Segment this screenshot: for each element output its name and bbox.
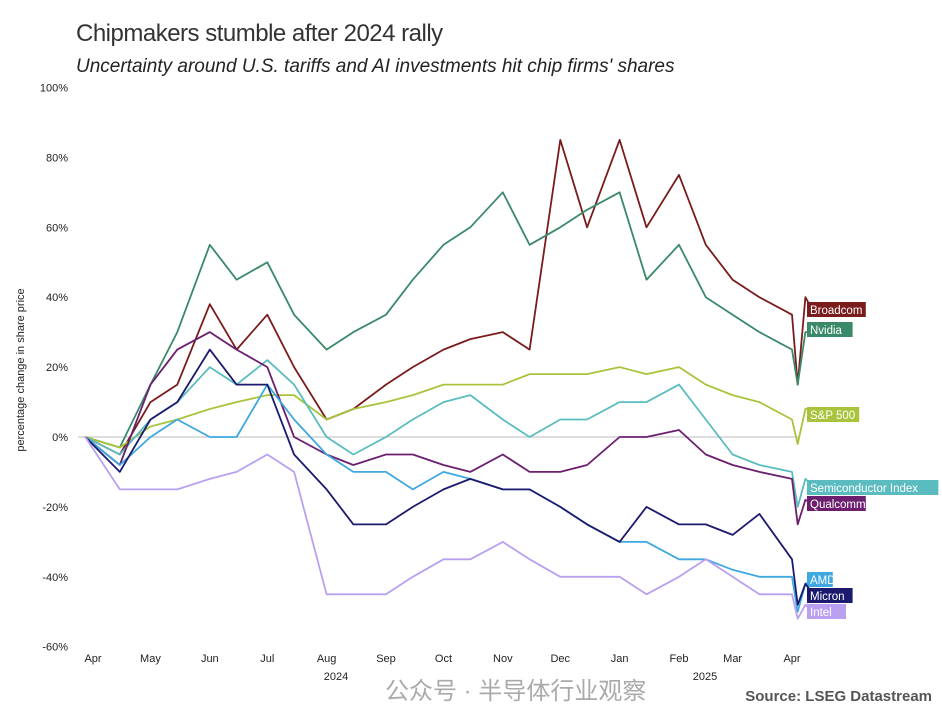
series-label-bg bbox=[807, 604, 846, 619]
series-label-bg bbox=[807, 322, 853, 337]
series-line-nvidia bbox=[85, 191, 814, 449]
series-label: Semiconductor Index bbox=[810, 483, 918, 495]
x-tick-label: Feb bbox=[670, 653, 689, 665]
series-label: Intel bbox=[810, 607, 832, 619]
series-label: Broadcom bbox=[810, 305, 862, 317]
x-tick-label: Apr bbox=[84, 653, 101, 665]
x-tick-label: Jun bbox=[201, 653, 219, 665]
x-tick-label: Nov bbox=[493, 653, 513, 665]
x-tick-label: Jul bbox=[260, 653, 274, 665]
series-label: AMD bbox=[810, 575, 836, 587]
year-label: 2025 bbox=[693, 671, 717, 683]
x-tick-label: Jan bbox=[611, 653, 629, 665]
series-label-bg bbox=[807, 572, 833, 587]
series-label-bg bbox=[807, 302, 866, 317]
y-tick-label: -20% bbox=[42, 502, 68, 514]
series-label-bg bbox=[807, 496, 866, 511]
series-label-bg bbox=[807, 480, 939, 495]
series-label: Qualcomm bbox=[810, 499, 866, 511]
chart-subtitle: Uncertainty around U.S. tariffs and AI i… bbox=[76, 56, 675, 77]
series-line-s-p-500 bbox=[85, 366, 814, 449]
series-line-micron bbox=[84, 348, 814, 606]
series-label-bg bbox=[807, 588, 853, 603]
x-tick-label: Sep bbox=[376, 653, 396, 665]
series-label: Nvidia bbox=[810, 325, 843, 337]
y-tick-label: 40% bbox=[46, 292, 68, 304]
y-tick-label: 80% bbox=[46, 152, 68, 164]
year-label: 2024 bbox=[324, 671, 348, 683]
y-axis-label: percentage change in share price bbox=[15, 288, 27, 451]
series-line-semiconductor-index bbox=[84, 359, 814, 508]
series-label: Micron bbox=[810, 591, 845, 603]
y-tick-label: 60% bbox=[46, 222, 68, 234]
series-line-broadcom bbox=[84, 138, 814, 456]
y-tick-label: -60% bbox=[42, 642, 68, 654]
x-tick-label: May bbox=[140, 653, 161, 665]
series-label-bg bbox=[807, 407, 860, 422]
x-tick-label: Aug bbox=[317, 653, 337, 665]
x-tick-label: Oct bbox=[435, 653, 452, 665]
series-line-intel bbox=[84, 436, 814, 620]
x-tick-label: Dec bbox=[550, 653, 570, 665]
x-tick-label: Mar bbox=[723, 653, 742, 665]
y-tick-label: 20% bbox=[46, 362, 68, 374]
y-tick-label: 100% bbox=[40, 83, 68, 95]
y-tick-label: 0% bbox=[52, 432, 68, 444]
x-tick-label: Apr bbox=[783, 653, 800, 665]
series-line-amd bbox=[84, 383, 814, 613]
chart-title: Chipmakers stumble after 2024 rally bbox=[76, 20, 443, 47]
series-label: S&P 500 bbox=[810, 410, 855, 422]
source-note: Source: LSEG Datastream bbox=[745, 688, 932, 705]
series-line-qualcomm bbox=[84, 331, 814, 526]
y-tick-label: -40% bbox=[42, 572, 68, 584]
watermark: 公众号 · 半导体行业观察 bbox=[385, 678, 647, 705]
